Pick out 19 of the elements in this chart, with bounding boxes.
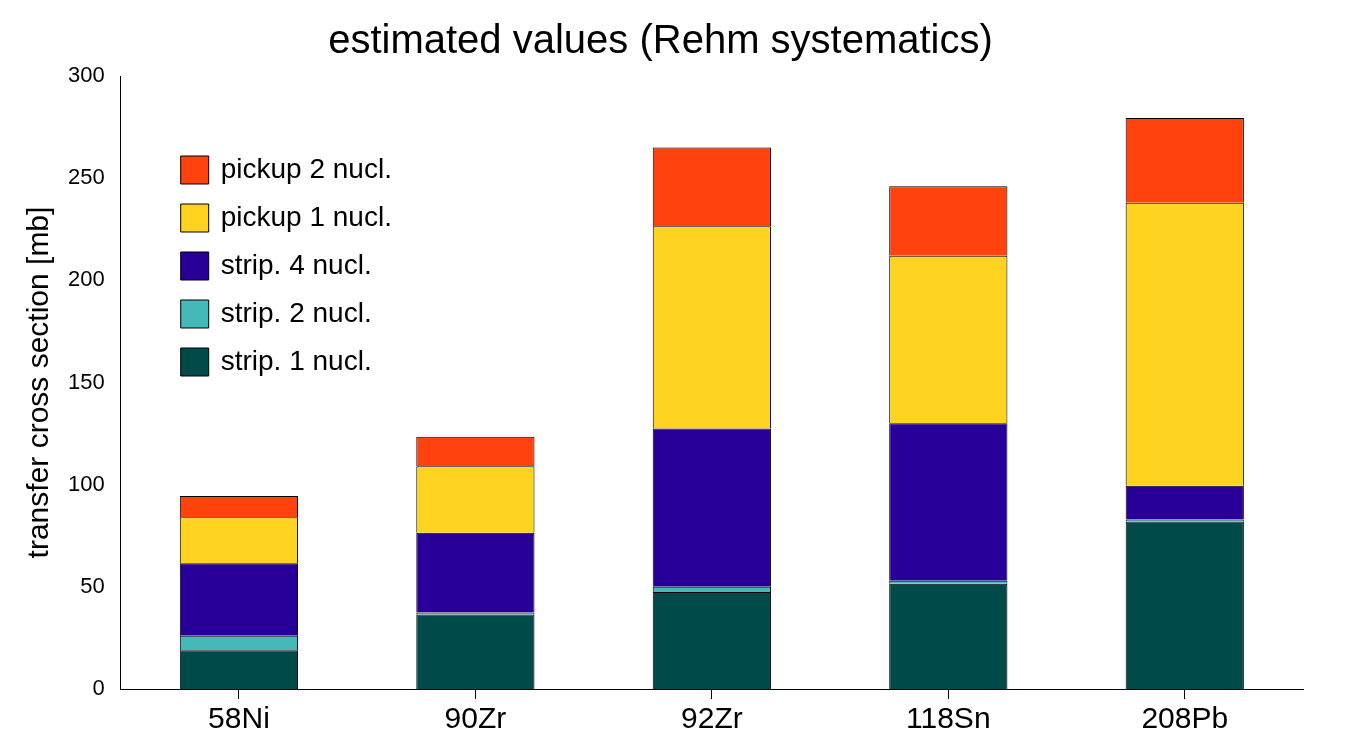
- x-tick-label: 90Zr: [444, 701, 507, 735]
- y-tick-label: 100: [67, 470, 105, 496]
- legend-label: pickup 1 nucl.: [220, 200, 392, 232]
- y-tick-label: 250: [67, 164, 105, 190]
- chart-title: estimated values (Rehm systematics): [328, 17, 993, 62]
- x-tick-label: 118Sn: [906, 701, 991, 735]
- x-tick-label: 208Pb: [1141, 701, 1229, 735]
- y-tick-label: 300: [67, 62, 105, 88]
- legend-label: strip. 1 nucl.: [220, 344, 372, 376]
- y-tick-label: 0: [92, 675, 105, 701]
- y-tick-label: 150: [67, 368, 105, 394]
- x-tick-label: 92Zr: [681, 701, 743, 735]
- legend-label: strip. 4 nucl.: [220, 248, 372, 280]
- legend-label: strip. 2 nucl.: [220, 296, 372, 328]
- y-tick-label: 200: [67, 266, 105, 292]
- x-tick-label: 58Ni: [208, 701, 270, 735]
- legend-label: pickup 2 nucl.: [220, 152, 392, 184]
- y-tick-label: 50: [80, 572, 105, 598]
- y-axis-title: transfer cross section [mb]: [21, 206, 55, 559]
